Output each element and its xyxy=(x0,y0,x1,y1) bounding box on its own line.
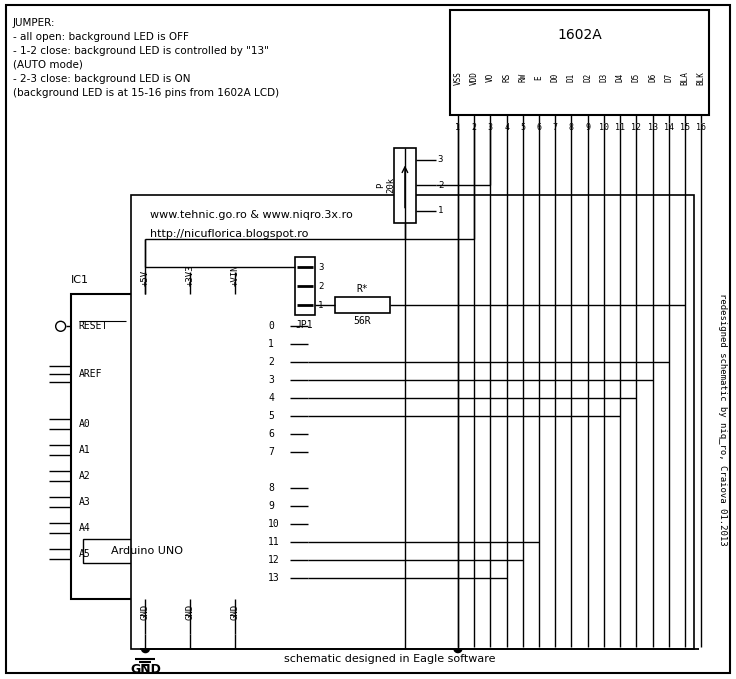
Circle shape xyxy=(141,236,149,244)
Text: (background LED is at 15-16 pins from 1602A LCD): (background LED is at 15-16 pins from 16… xyxy=(13,88,279,98)
Text: schematic designed in Eagle software: schematic designed in Eagle software xyxy=(284,654,496,663)
Text: A2: A2 xyxy=(79,471,91,481)
Text: BLK: BLK xyxy=(697,71,706,85)
Text: +3V3: +3V3 xyxy=(186,265,195,287)
Text: 16: 16 xyxy=(696,123,706,132)
Text: E: E xyxy=(534,75,543,80)
Text: BLA: BLA xyxy=(681,71,690,85)
Text: www.tehnic.go.ro & www.niqro.3x.ro: www.tehnic.go.ro & www.niqro.3x.ro xyxy=(150,210,353,219)
Text: 4: 4 xyxy=(504,123,509,132)
Text: JP1: JP1 xyxy=(295,320,313,330)
Circle shape xyxy=(141,644,149,653)
Text: 11: 11 xyxy=(268,537,280,547)
Text: 3: 3 xyxy=(438,155,443,164)
Text: 13: 13 xyxy=(268,573,280,583)
Text: 3: 3 xyxy=(268,375,274,385)
Bar xyxy=(71,295,290,599)
Text: 1: 1 xyxy=(268,340,274,349)
Text: D4: D4 xyxy=(615,73,625,82)
Text: JUMPER:: JUMPER: xyxy=(13,18,55,28)
Text: GND: GND xyxy=(141,604,150,620)
Text: - 1-2 close: background LED is controlled by "13": - 1-2 close: background LED is controlle… xyxy=(13,46,269,56)
Text: 2: 2 xyxy=(318,282,324,291)
Text: RESET: RESET xyxy=(79,321,108,331)
Text: 6: 6 xyxy=(537,123,542,132)
Text: 3: 3 xyxy=(318,263,324,272)
Bar xyxy=(450,10,710,115)
Text: A0: A0 xyxy=(79,419,91,429)
Text: P
20k: P 20k xyxy=(376,177,396,193)
Text: A4: A4 xyxy=(79,523,91,533)
Text: 4: 4 xyxy=(268,393,274,403)
Text: 2: 2 xyxy=(438,181,443,189)
Text: RS: RS xyxy=(502,73,511,82)
Text: 5: 5 xyxy=(520,123,526,132)
Text: IC1: IC1 xyxy=(71,276,88,285)
Text: 0: 0 xyxy=(268,321,274,331)
Text: 5: 5 xyxy=(268,411,274,421)
Text: D3: D3 xyxy=(599,73,609,82)
Text: 56R: 56R xyxy=(354,316,372,327)
Text: GND: GND xyxy=(231,604,240,620)
Text: D1: D1 xyxy=(567,73,576,82)
Text: D6: D6 xyxy=(648,73,657,82)
Circle shape xyxy=(454,644,462,653)
Text: - 2-3 close: background LED is ON: - 2-3 close: background LED is ON xyxy=(13,74,191,84)
Text: 15: 15 xyxy=(680,123,690,132)
Text: 3: 3 xyxy=(488,123,493,132)
Text: AREF: AREF xyxy=(79,369,102,379)
Text: 11: 11 xyxy=(615,123,625,132)
Text: http://nicuflorica.blogspot.ro: http://nicuflorica.blogspot.ro xyxy=(150,230,309,240)
Text: 1: 1 xyxy=(438,206,443,215)
Bar xyxy=(130,195,694,648)
Text: D2: D2 xyxy=(583,73,592,82)
Text: D7: D7 xyxy=(664,73,673,82)
Text: 10: 10 xyxy=(268,519,280,529)
Text: 7: 7 xyxy=(553,123,558,132)
Text: GND: GND xyxy=(130,663,161,676)
Text: 8: 8 xyxy=(569,123,574,132)
Text: R*: R* xyxy=(357,285,369,295)
Text: 1: 1 xyxy=(318,301,324,310)
Text: A3: A3 xyxy=(79,497,91,507)
Text: A5: A5 xyxy=(79,549,91,559)
Text: +5V: +5V xyxy=(141,270,150,287)
Text: A1: A1 xyxy=(79,445,91,455)
Text: 9: 9 xyxy=(585,123,590,132)
Text: GND: GND xyxy=(186,604,195,620)
Text: - all open: background LED is OFF: - all open: background LED is OFF xyxy=(13,32,188,42)
Text: 12: 12 xyxy=(268,555,280,565)
Text: 7: 7 xyxy=(268,447,274,457)
Text: 10: 10 xyxy=(599,123,609,132)
Text: redesigned schematic by niq_ro, Craiova 01.2013: redesigned schematic by niq_ro, Craiova … xyxy=(718,293,726,545)
Bar xyxy=(335,297,390,313)
Bar xyxy=(295,257,315,315)
Text: 8: 8 xyxy=(268,483,274,493)
Text: VO: VO xyxy=(486,73,495,82)
Bar xyxy=(394,148,416,223)
Text: 1602A: 1602A xyxy=(557,28,602,42)
Text: 14: 14 xyxy=(664,123,673,132)
Text: D0: D0 xyxy=(551,73,559,82)
Text: 2: 2 xyxy=(268,357,274,367)
Text: VDD: VDD xyxy=(470,71,478,85)
Text: VSS: VSS xyxy=(453,71,462,85)
Text: (AUTO mode): (AUTO mode) xyxy=(13,60,82,70)
Text: D5: D5 xyxy=(631,73,641,82)
Text: 6: 6 xyxy=(268,429,274,439)
Text: 13: 13 xyxy=(648,123,657,132)
Text: +VIN: +VIN xyxy=(231,265,240,287)
Text: 9: 9 xyxy=(268,501,274,511)
Text: Arduino UNO: Arduino UNO xyxy=(111,546,183,556)
Text: 2: 2 xyxy=(472,123,477,132)
Text: 1: 1 xyxy=(456,123,461,132)
Text: RW: RW xyxy=(518,73,527,82)
Text: 12: 12 xyxy=(631,123,641,132)
Bar xyxy=(82,539,212,563)
